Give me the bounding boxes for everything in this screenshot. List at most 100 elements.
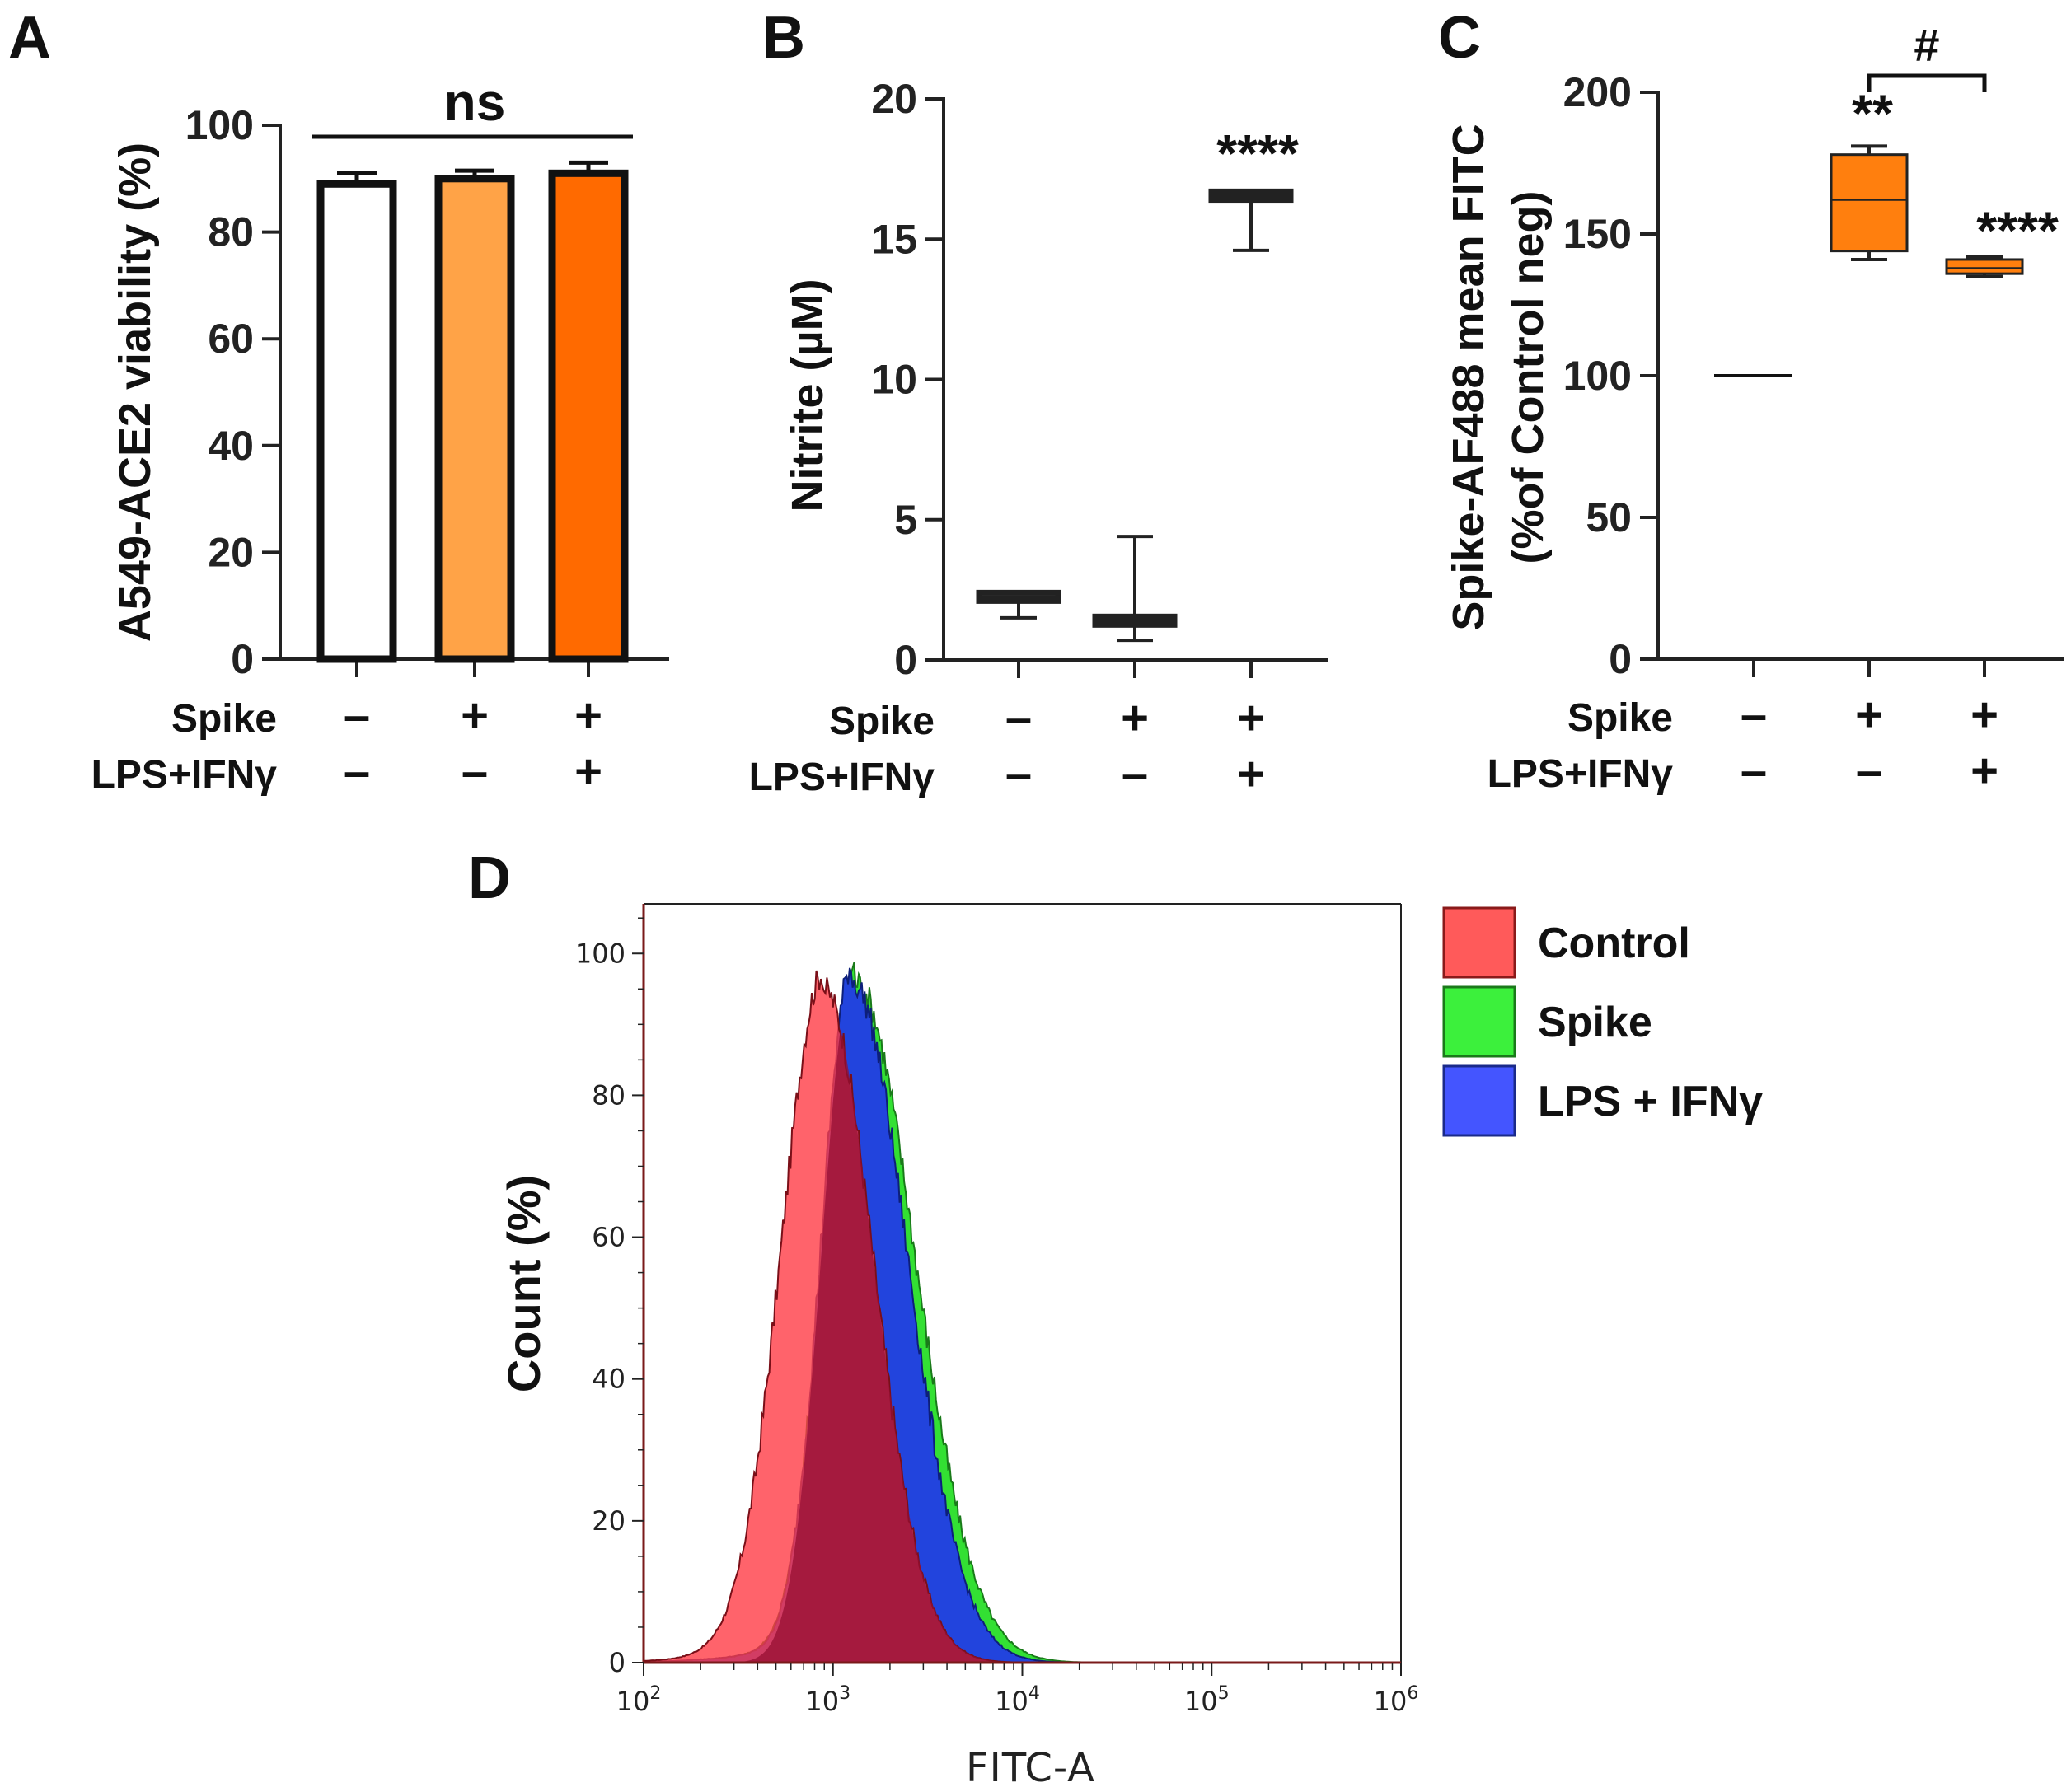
condition-sign: – [1741, 744, 1767, 798]
condition-sign: + [1237, 747, 1265, 801]
condition-sign: + [574, 745, 602, 798]
box-iqr-rect [1830, 153, 1909, 253]
bar-2 [548, 169, 629, 663]
panel-letter-a: A [8, 5, 51, 71]
significance-ns-label: ns [444, 73, 506, 132]
y-tick-label: 0 [231, 636, 254, 682]
x-tick-exponent: 6 [1407, 1683, 1418, 1704]
y-tick-label: 10 [871, 357, 917, 403]
significance-stars: ** [1852, 83, 1893, 143]
y-tick-label: 20 [208, 529, 254, 575]
significance-stars: **** [1216, 124, 1299, 183]
condition-row-label: LPS+IFNγ [91, 753, 278, 797]
condition-row-label: LPS+IFNγ [749, 756, 935, 799]
panel-letter-d: D [468, 845, 511, 911]
legend-label-2: LPS + IFNγ [1538, 1078, 1763, 1125]
box-plot-1 [1945, 255, 2024, 278]
y-tick-label: 15 [871, 216, 917, 262]
comparison-bracket [1867, 73, 1987, 92]
condition-sign: + [1121, 691, 1149, 745]
box-plot-1 [1092, 535, 1178, 643]
condition-sign: – [1005, 747, 1032, 801]
condition-sign: – [1005, 691, 1032, 745]
condition-sign: + [461, 689, 489, 742]
y-tick-label: 150 [1563, 211, 1632, 257]
x-tick-label: 104 [995, 1683, 1040, 1717]
x-tick-base: 10 [995, 1686, 1028, 1717]
x-tick-base: 10 [1184, 1686, 1218, 1717]
y-axis-label: Nitrite (µM) [783, 278, 832, 512]
y-tick-label: 100 [1563, 353, 1632, 399]
condition-row-label: LPS+IFNγ [1488, 752, 1674, 796]
box-plot-2 [1208, 188, 1294, 252]
x-tick-base: 10 [1374, 1686, 1408, 1717]
condition-sign: + [1970, 688, 1998, 742]
y-tick-label: 20 [871, 76, 917, 122]
bar-1 [434, 175, 515, 663]
x-axis-label: FITC-A [966, 1745, 1095, 1791]
panel-letter-b: B [762, 5, 805, 71]
y-axis-label-line1: Spike-AF488 mean FITC [1444, 124, 1493, 630]
y-tick-label: 40 [592, 1364, 626, 1395]
box-iqr-rect [1945, 258, 2024, 275]
x-tick-label: 106 [1374, 1683, 1419, 1717]
condition-sign: + [1970, 744, 1998, 798]
x-tick-label: 102 [616, 1683, 662, 1717]
y-tick-label: 0 [609, 1647, 626, 1678]
box-plot-0 [1830, 144, 1909, 261]
y-tick-label: 200 [1563, 69, 1632, 115]
condition-sign: – [344, 745, 370, 798]
condition-row-label: Spike [1567, 696, 1673, 740]
legend-swatch-2 [1442, 1064, 1516, 1137]
y-tick-label: 40 [208, 423, 254, 469]
condition-row-label: Spike [829, 699, 935, 743]
legend-label-0: Control [1538, 919, 1690, 967]
condition-sign: + [1855, 688, 1883, 742]
condition-sign: – [462, 745, 488, 798]
x-tick-exponent: 5 [1218, 1683, 1230, 1704]
box-plot-0 [976, 589, 1061, 620]
legend-label-1: Spike [1538, 999, 1652, 1046]
y-tick-label: 0 [894, 637, 917, 683]
y-tick-label: 100 [575, 938, 626, 969]
comparison-bracket-label: # [1914, 19, 1939, 71]
panel-letter-c: C [1438, 5, 1481, 71]
y-tick-label: 60 [208, 316, 254, 362]
y-axis-label-line2: (%of Control neg) [1503, 191, 1553, 564]
x-tick-exponent: 2 [649, 1683, 661, 1704]
y-tick-label: 5 [894, 497, 917, 543]
y-tick-label: 60 [592, 1222, 626, 1253]
y-tick-label: 0 [1609, 636, 1632, 682]
x-tick-label: 105 [1184, 1683, 1230, 1717]
histogram-overlap-area [644, 1027, 1061, 1663]
x-tick-exponent: 3 [839, 1683, 850, 1704]
x-tick-label: 103 [805, 1683, 850, 1717]
y-tick-label: 50 [1586, 494, 1632, 540]
condition-sign: + [574, 689, 602, 742]
condition-sign: – [1856, 744, 1882, 798]
condition-sign: – [344, 689, 370, 742]
y-tick-label: 80 [592, 1079, 626, 1111]
y-tick-label: 20 [592, 1505, 626, 1537]
legend-swatch-1 [1442, 985, 1516, 1058]
y-axis-label: A549-ACE2 viability (%) [110, 143, 160, 642]
x-tick-exponent: 4 [1028, 1683, 1040, 1704]
condition-sign: – [1741, 688, 1767, 742]
x-tick-base: 10 [616, 1686, 650, 1717]
significance-stars: **** [1976, 201, 2059, 260]
x-tick-base: 10 [805, 1686, 839, 1717]
y-axis-label: Count (%) [498, 1175, 550, 1392]
legend-swatch-0 [1442, 906, 1516, 979]
condition-sign: – [1122, 747, 1148, 801]
condition-sign: + [1237, 691, 1265, 745]
y-tick-label: 100 [185, 102, 254, 148]
condition-row-label: Spike [171, 697, 277, 741]
y-tick-label: 80 [208, 209, 254, 255]
histogram-area-control [643, 970, 1401, 1663]
bar-0 [316, 180, 397, 663]
